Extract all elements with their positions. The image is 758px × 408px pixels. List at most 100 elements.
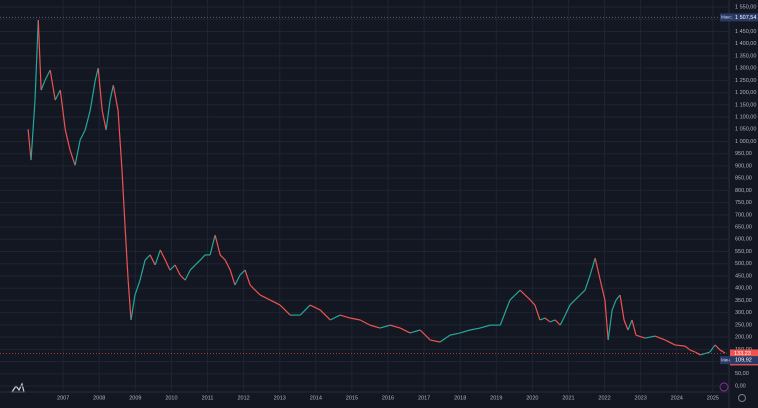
y-tick-label: 1 300,00 — [735, 66, 756, 72]
price-segment — [619, 294, 625, 321]
x-tick-label: 2025 — [707, 395, 719, 401]
price-segment — [689, 349, 696, 353]
price-segment — [514, 289, 521, 296]
price-segment — [59, 90, 66, 131]
price-segment — [529, 299, 536, 306]
price-segment — [719, 349, 726, 354]
price-segment — [594, 257, 601, 281]
price-segment — [40, 79, 46, 91]
price-segment — [554, 319, 561, 326]
price-segment — [479, 324, 491, 329]
price-segment — [519, 289, 526, 296]
x-tick-label: 2017 — [418, 395, 430, 401]
y-tick-label: 200,00 — [735, 335, 752, 341]
price-segment — [654, 335, 666, 341]
price-segment — [194, 259, 201, 266]
price-segment — [89, 80, 96, 111]
price-segment — [644, 335, 656, 339]
price-segment — [84, 110, 91, 131]
price-segment — [134, 279, 141, 296]
x-tick-label: 2014 — [310, 395, 322, 401]
price-segment — [524, 294, 531, 301]
price-segment — [199, 254, 206, 261]
price-segment — [105, 100, 111, 131]
y-tick-label: 1 350,00 — [735, 53, 756, 59]
y-tick-label: 1 550,00 — [735, 4, 756, 10]
y-tick-label: 450,00 — [735, 273, 752, 279]
price-segment — [329, 314, 341, 321]
price-segment — [244, 269, 251, 286]
x-tick-label: 2010 — [165, 395, 177, 401]
price-segment — [69, 149, 76, 166]
price-segment — [269, 299, 281, 306]
alert-icon[interactable] — [719, 382, 729, 392]
price-segment — [149, 254, 156, 266]
price-segment — [339, 314, 351, 319]
price-segment — [631, 319, 637, 336]
price-segment — [579, 289, 586, 296]
price-segment — [189, 264, 196, 271]
y-tick-label: 700,00 — [735, 212, 752, 218]
price-segment — [635, 334, 646, 339]
price-segment — [179, 274, 186, 281]
settings-icon[interactable] — [738, 394, 746, 402]
price-segment — [124, 229, 129, 281]
x-tick-label: 2016 — [382, 395, 394, 401]
price-segment — [359, 319, 371, 326]
price-segment — [79, 129, 86, 141]
price-segment — [449, 332, 461, 336]
price-segment — [611, 299, 617, 311]
price-segment — [623, 319, 629, 331]
y-tick-label: 650,00 — [735, 225, 752, 231]
price-segment — [544, 317, 551, 323]
price-segment — [214, 234, 221, 256]
y-tick-label: 1 050,00 — [735, 127, 756, 133]
y-tick-label: 1 100,00 — [735, 114, 756, 120]
y-tick-label: 250,00 — [735, 322, 752, 328]
max-badge — [720, 13, 758, 22]
price-segment — [130, 294, 136, 321]
y-tick-label: 50,00 — [735, 371, 749, 377]
price-segment — [164, 259, 171, 271]
min-badge — [720, 356, 758, 365]
x-tick-label: 2012 — [238, 395, 250, 401]
price-segment — [309, 304, 321, 311]
x-tick-label: 2018 — [454, 395, 466, 401]
price-segment — [94, 67, 99, 81]
price-segment — [37, 20, 42, 91]
price-segment — [117, 110, 123, 171]
price-segment — [299, 304, 311, 316]
price-segment — [224, 259, 231, 271]
price-segment — [599, 279, 606, 301]
x-tick-label: 2023 — [635, 395, 647, 401]
x-tick-label: 2013 — [274, 395, 286, 401]
y-tick-label: 300,00 — [735, 310, 752, 316]
price-segment — [49, 69, 56, 101]
y-tick-label: 950,00 — [735, 151, 752, 157]
max-label: 1 507,54 — [735, 15, 756, 21]
price-segment — [127, 280, 132, 321]
price-segment — [254, 289, 261, 296]
price-segment — [219, 254, 226, 261]
price-segment — [154, 249, 161, 266]
price-segment — [44, 69, 51, 81]
last-label: 133,23 — [734, 351, 751, 357]
price-segment — [239, 269, 246, 276]
y-tick-label: 600,00 — [735, 237, 752, 243]
y-tick-label: 400,00 — [735, 286, 752, 292]
price-segment — [430, 339, 441, 343]
price-segment — [584, 274, 591, 291]
y-tick-label: 350,00 — [735, 298, 752, 304]
y-tick-label: 900,00 — [735, 163, 752, 169]
price-segment — [439, 334, 451, 343]
price-segment — [569, 299, 576, 306]
y-tick-label: 800,00 — [735, 188, 752, 194]
price-segment — [229, 269, 236, 286]
price-segment — [279, 304, 291, 316]
price-segment — [674, 344, 686, 347]
max-text: Макс. — [721, 15, 733, 20]
x-tick-label: 2020 — [526, 395, 538, 401]
price-segment — [319, 309, 331, 321]
y-tick-label: 750,00 — [735, 200, 752, 206]
